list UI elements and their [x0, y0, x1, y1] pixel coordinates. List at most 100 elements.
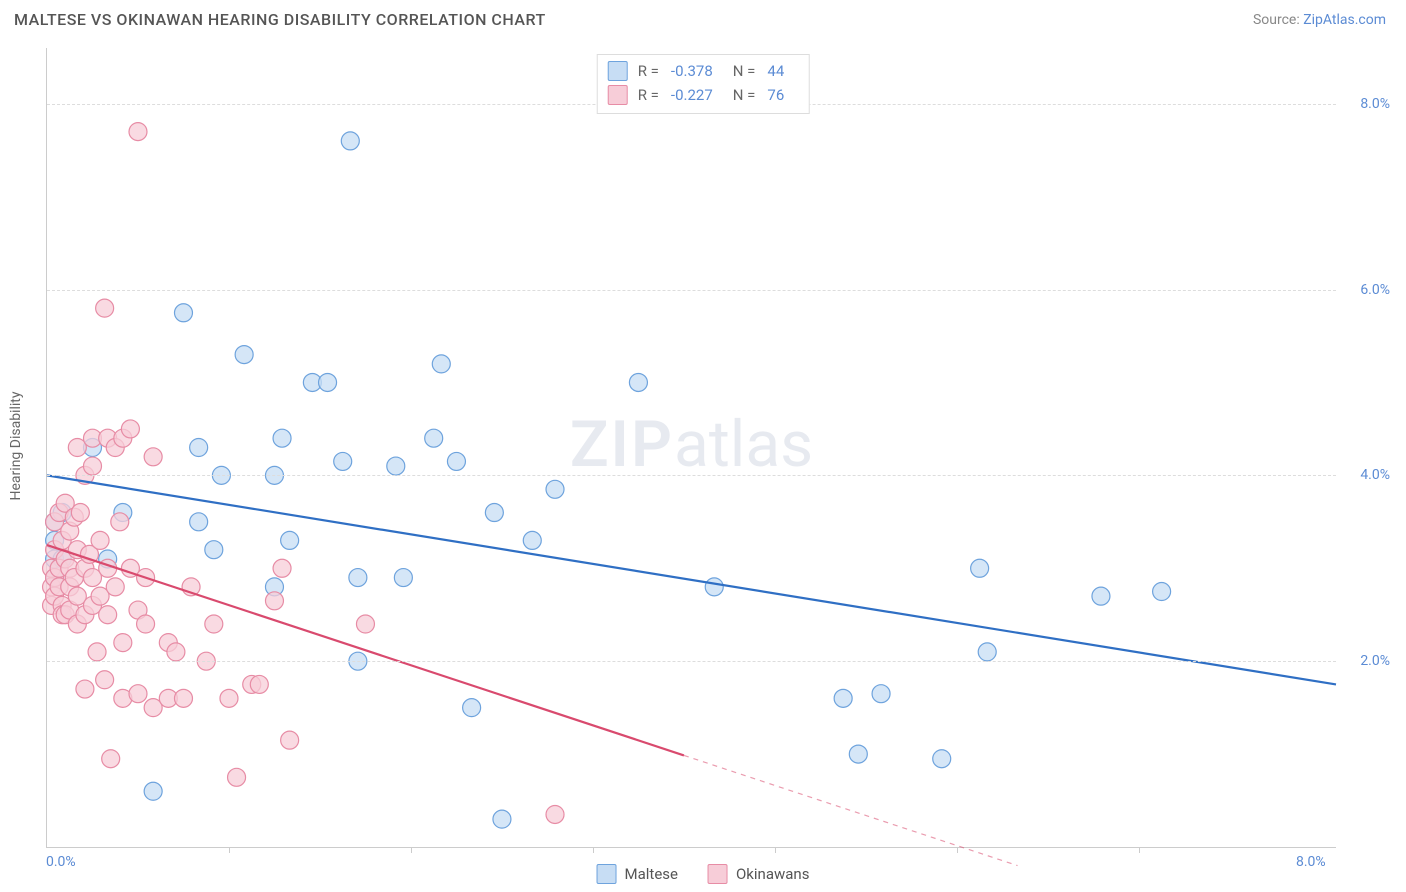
- scatter-point-okinawans: [76, 680, 94, 698]
- scatter-point-maltese: [432, 355, 450, 373]
- scatter-point-okinawans: [265, 592, 283, 610]
- scatter-point-maltese: [629, 373, 647, 391]
- x-axis-max-label: 8.0%: [1296, 854, 1326, 870]
- scatter-point-maltese: [978, 643, 996, 661]
- series-label-okinawans: Okinawans: [736, 865, 809, 883]
- scatter-point-okinawans: [83, 457, 101, 475]
- scatter-point-okinawans: [273, 559, 291, 577]
- scatter-point-maltese: [872, 685, 890, 703]
- legend-r-value: -0.378: [671, 59, 713, 83]
- scatter-point-okinawans: [96, 299, 114, 317]
- grid-line: [47, 475, 1336, 476]
- scatter-point-okinawans: [250, 675, 268, 693]
- legend-n-value: 76: [767, 83, 784, 107]
- scatter-point-okinawans: [281, 731, 299, 749]
- scatter-point-maltese: [319, 373, 337, 391]
- y-tick-label: 8.0%: [1360, 96, 1390, 112]
- scatter-point-maltese: [485, 504, 503, 522]
- scatter-point-okinawans: [129, 685, 147, 703]
- scatter-point-maltese: [493, 810, 511, 828]
- legend-n-label: N =: [733, 59, 756, 83]
- y-tick-label: 6.0%: [1360, 282, 1390, 298]
- scatter-point-maltese: [705, 578, 723, 596]
- scatter-point-okinawans: [220, 689, 238, 707]
- grid-line: [47, 661, 1336, 662]
- grid-line: [47, 290, 1336, 291]
- x-tick: [411, 847, 412, 853]
- chart-plot-area: ZIPatlas 2.0%4.0%6.0%8.0%: [46, 48, 1336, 848]
- scatter-point-maltese: [546, 480, 564, 498]
- series-swatch-okinawans: [708, 864, 728, 884]
- x-tick: [1139, 847, 1140, 853]
- source-attribution: Source: ZipAtlas.com: [1253, 12, 1386, 28]
- series-legend: Maltese Okinawans: [597, 864, 810, 884]
- scatter-point-maltese: [523, 531, 541, 549]
- scatter-point-maltese: [394, 569, 412, 587]
- scatter-svg: [47, 48, 1336, 847]
- legend-row-maltese: R = -0.378 N = 44: [608, 59, 795, 83]
- scatter-point-okinawans: [111, 513, 129, 531]
- x-tick: [593, 847, 594, 853]
- scatter-point-okinawans: [121, 420, 139, 438]
- scatter-point-okinawans: [114, 634, 132, 652]
- series-swatch-maltese: [597, 864, 617, 884]
- scatter-point-okinawans: [356, 615, 374, 633]
- x-tick: [775, 847, 776, 853]
- legend-n-label: N =: [733, 83, 756, 107]
- scatter-point-okinawans: [91, 531, 109, 549]
- source-link[interactable]: ZipAtlas.com: [1303, 12, 1386, 28]
- scatter-point-maltese: [235, 346, 253, 364]
- scatter-point-maltese: [190, 513, 208, 531]
- legend-r-value: -0.227: [671, 83, 713, 107]
- scatter-point-okinawans: [144, 448, 162, 466]
- scatter-point-okinawans: [88, 643, 106, 661]
- y-tick-label: 4.0%: [1360, 467, 1390, 483]
- scatter-point-maltese: [971, 559, 989, 577]
- legend-swatch-maltese: [608, 61, 628, 81]
- chart-title: MALTESE VS OKINAWAN HEARING DISABILITY C…: [14, 10, 546, 29]
- correlation-legend: R = -0.378 N = 44 R = -0.227 N = 76: [597, 54, 810, 114]
- scatter-point-maltese: [273, 429, 291, 447]
- trend-line-maltese: [47, 475, 1336, 684]
- scatter-point-maltese: [334, 452, 352, 470]
- scatter-point-maltese: [144, 782, 162, 800]
- legend-r-label: R =: [638, 59, 659, 83]
- legend-r-label: R =: [638, 83, 659, 107]
- x-axis-min-label: 0.0%: [46, 854, 76, 870]
- scatter-point-okinawans: [96, 671, 114, 689]
- legend-row-okinawans: R = -0.227 N = 76: [608, 83, 795, 107]
- scatter-point-maltese: [387, 457, 405, 475]
- scatter-point-maltese: [1153, 583, 1171, 601]
- scatter-point-maltese: [349, 569, 367, 587]
- scatter-point-maltese: [447, 452, 465, 470]
- scatter-point-okinawans: [106, 578, 124, 596]
- scatter-point-okinawans: [71, 504, 89, 522]
- scatter-point-okinawans: [99, 606, 117, 624]
- scatter-point-maltese: [933, 750, 951, 768]
- scatter-point-okinawans: [137, 615, 155, 633]
- chart-header: MALTESE VS OKINAWAN HEARING DISABILITY C…: [0, 0, 1406, 37]
- legend-n-value: 44: [767, 59, 784, 83]
- y-axis-title: Hearing Disability: [8, 392, 24, 501]
- series-legend-item-okinawans: Okinawans: [708, 864, 809, 884]
- series-label-maltese: Maltese: [625, 865, 678, 883]
- scatter-point-okinawans: [174, 689, 192, 707]
- scatter-point-maltese: [281, 531, 299, 549]
- scatter-point-okinawans: [228, 768, 246, 786]
- scatter-point-maltese: [190, 439, 208, 457]
- y-tick-label: 2.0%: [1360, 653, 1390, 669]
- scatter-point-maltese: [425, 429, 443, 447]
- trend-line-dashed-okinawans: [684, 755, 1018, 865]
- scatter-point-okinawans: [129, 123, 147, 141]
- scatter-point-maltese: [834, 689, 852, 707]
- scatter-point-okinawans: [102, 750, 120, 768]
- scatter-point-maltese: [174, 304, 192, 322]
- scatter-point-okinawans: [546, 805, 564, 823]
- scatter-point-maltese: [1092, 587, 1110, 605]
- x-tick: [957, 847, 958, 853]
- scatter-point-maltese: [205, 541, 223, 559]
- source-prefix: Source:: [1253, 12, 1303, 28]
- scatter-point-maltese: [849, 745, 867, 763]
- scatter-point-maltese: [341, 132, 359, 150]
- legend-swatch-okinawans: [608, 85, 628, 105]
